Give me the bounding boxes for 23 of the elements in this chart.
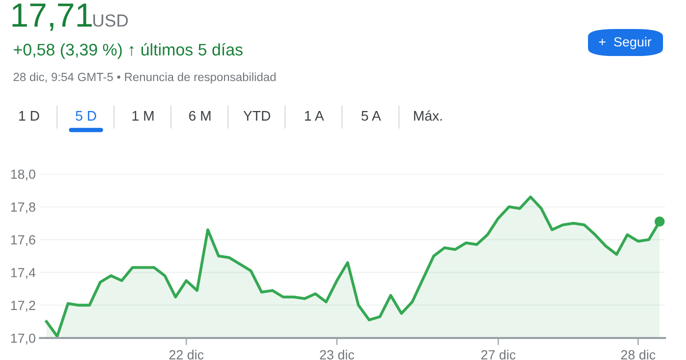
x-tick-label: 23 dic xyxy=(320,350,354,360)
y-tick-label: 17,4 xyxy=(11,268,36,279)
x-tick-label: 27 dic xyxy=(481,350,516,360)
text: 6 M xyxy=(189,110,210,121)
text: 28 dic, 9:54 GMT-5 • Renuncia de responsabilidad xyxy=(14,72,276,84)
text: 1 D xyxy=(19,111,40,121)
text: 5 A xyxy=(362,111,382,121)
text: + Seguir xyxy=(599,36,652,50)
text: 5 D xyxy=(76,111,96,121)
text: 1 M xyxy=(132,111,154,121)
y-tick-label: 18,0 xyxy=(11,170,36,180)
text: 1 A xyxy=(305,111,324,121)
text: Máx. xyxy=(414,110,442,121)
chart-subtitle: +0,58 (3,39 %) ↑ últimos 5 días xyxy=(14,43,243,59)
y-tick-label: 17,2 xyxy=(11,300,36,312)
y-tick-label: 17,0 xyxy=(11,334,36,344)
chart-title: 17,71 xyxy=(12,4,92,31)
text: USD xyxy=(93,14,128,27)
x-tick-label: 22 dic xyxy=(169,350,204,360)
y-tick-label: 17,8 xyxy=(11,202,36,214)
y-tick-label: 17,6 xyxy=(11,235,36,246)
x-tick-label: 28 dic xyxy=(621,350,656,360)
text: YTD xyxy=(243,111,270,121)
